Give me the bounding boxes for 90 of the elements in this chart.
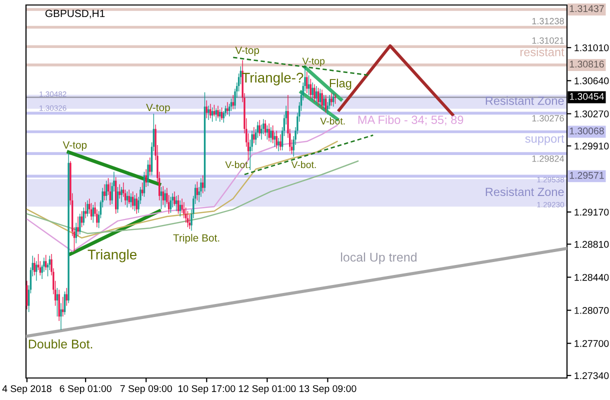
annotation: V-top <box>302 58 325 66</box>
y-tick-label: 1.27700 <box>574 340 609 347</box>
candlestick <box>330 92 332 106</box>
candlestick <box>164 189 166 208</box>
y-tick-label: 1.29170 <box>574 208 609 216</box>
annotation: Flag <box>330 78 352 90</box>
candlestick <box>278 138 280 152</box>
candlestick <box>174 191 176 206</box>
band-label: Resistant Zone <box>486 187 564 196</box>
annotation: V-bot. <box>320 117 345 125</box>
candlestick <box>149 157 151 176</box>
candlestick <box>219 108 221 122</box>
candlestick <box>308 74 310 96</box>
candlestick <box>310 78 312 99</box>
annotation: local Up trend <box>341 252 416 264</box>
candlestick <box>312 82 314 101</box>
x-tick-label: 7 Sep 09:00 <box>120 385 172 394</box>
candlestick <box>86 200 88 217</box>
annotation: 1.31238 <box>532 18 564 24</box>
band-label: Resistant Zone <box>486 96 564 105</box>
candlestick <box>126 191 128 208</box>
x-tick-label: 4 Sep 2018 <box>2 385 52 394</box>
y-tick-label: 1.31010 <box>574 44 609 52</box>
ref-line-label: 1.29571 <box>570 172 604 179</box>
candlestick <box>314 84 316 102</box>
ref-line-label: 1.30454 <box>570 93 604 100</box>
candlestick <box>147 160 149 186</box>
candlestick <box>210 104 212 119</box>
annotation: 1.30276 <box>532 115 564 122</box>
annotation: Triple Bot. <box>173 234 220 244</box>
candlestick <box>56 288 58 317</box>
candlestick <box>268 123 270 142</box>
candlestick <box>34 257 36 276</box>
candlestick <box>26 280 28 310</box>
x-tick-label: 13 Sep 09:00 <box>300 385 356 394</box>
candlestick <box>208 105 210 120</box>
candlestick <box>75 222 77 244</box>
candlestick <box>206 100 208 119</box>
y-tick-label: 1.30640 <box>574 77 609 84</box>
candlestick <box>211 107 214 122</box>
x-tick-label: 12 Sep 01:00 <box>239 385 296 394</box>
annotation: resistant <box>520 48 564 56</box>
candlestick <box>136 192 138 214</box>
candlestick <box>60 302 62 330</box>
annotation: Triangle <box>88 249 137 262</box>
candlestick <box>104 184 106 201</box>
candlestick <box>321 89 323 110</box>
y-tick-label: 1.28070 <box>574 307 609 314</box>
candlestick <box>45 254 47 270</box>
candlestick <box>120 186 122 203</box>
annotation: MA Fibo - 34; 55; 89 <box>358 115 464 126</box>
candlestick <box>36 260 38 282</box>
x-tick-label: 10 Sep 17:00 <box>178 385 236 394</box>
ref-line-label: 1.31437 <box>570 5 604 12</box>
line-series <box>26 160 359 234</box>
candlestick <box>323 94 325 112</box>
ref-line-label: 1.30816 <box>570 60 604 68</box>
candlestick <box>188 214 190 230</box>
annotation: V-top <box>235 46 260 56</box>
y-tick-label: 1.28440 <box>574 274 609 281</box>
candlestick <box>226 102 228 115</box>
annotation: V-top <box>62 141 87 151</box>
ref-line-label: 1.30068 <box>570 128 604 134</box>
candlestick <box>128 189 130 204</box>
y-tick-label: 1.29910 <box>574 142 609 150</box>
x-tick-label: 6 Sep 01:00 <box>60 385 112 394</box>
chart-title: GBPUSD,H1 <box>45 10 105 18</box>
candlestick <box>324 94 327 114</box>
annotation: support <box>525 135 564 146</box>
candlestick <box>253 126 255 144</box>
annotation: 1.29824 <box>532 155 564 162</box>
candlestick <box>270 126 272 143</box>
annotation: V-bot. <box>225 161 250 168</box>
candlestick <box>217 105 219 119</box>
candlestick <box>77 216 79 236</box>
annotation: 1.31021 <box>532 37 564 44</box>
candlestick <box>130 192 132 208</box>
candlestick <box>215 108 217 122</box>
y-tick-label: 1.30270 <box>574 110 609 118</box>
y-tick-label: 1.27340 <box>574 372 609 380</box>
candlestick <box>84 202 86 219</box>
annotation: Double Bot. <box>28 339 92 348</box>
candlestick <box>280 134 282 151</box>
annotation: V-top <box>146 104 170 114</box>
candlestick <box>183 202 185 219</box>
annotation: V-bot. <box>291 161 316 168</box>
y-tick-label: 1.28810 <box>574 240 609 248</box>
candlestick <box>79 213 81 235</box>
candlestick <box>66 288 68 306</box>
candlestick <box>306 71 308 94</box>
